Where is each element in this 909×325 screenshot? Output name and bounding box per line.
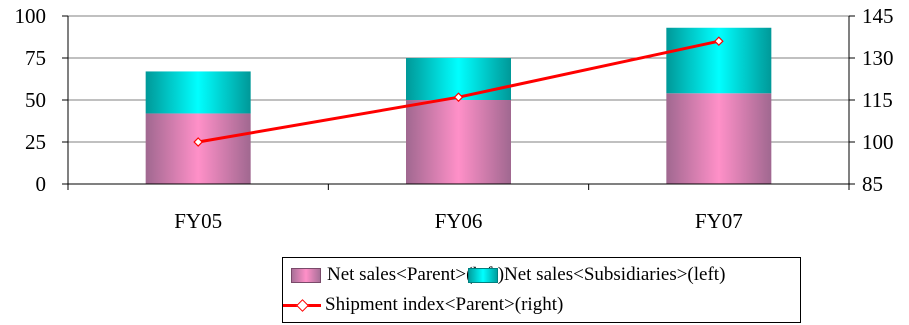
legend-swatch-shipment [283, 298, 321, 313]
right-tick-label: 115 [862, 88, 893, 112]
shipment-index-marker [193, 137, 204, 147]
right-tick-label: 130 [862, 46, 894, 70]
right-tick-label: 145 [862, 4, 894, 28]
right-tick-label: 100 [862, 130, 894, 154]
legend-label-subsidiaries: Net sales<Subsidiaries>(left) [504, 264, 726, 285]
shipment-index-marker [453, 92, 464, 103]
x-category-label: FY05 [174, 209, 222, 233]
x-category-label: FY07 [695, 209, 743, 233]
legend-label-shipment: Shipment index<Parent>(right) [325, 294, 564, 315]
bar-subsidiaries [145, 71, 251, 114]
left-tick-label: 25 [25, 130, 46, 154]
bars-group [145, 27, 772, 184]
left-tick-label: 100 [15, 4, 47, 28]
legend-swatch-parent [291, 267, 321, 283]
axis-labels: 0 25 50 75 100 85 100 115 130 145 FY05 FY06 FY07 [15, 4, 894, 233]
right-tick-label: 85 [862, 172, 883, 196]
legend-item-shipment: Shipment index<Parent>(right) [283, 294, 563, 316]
legend-swatch-subsidiaries [468, 267, 498, 283]
left-tick-label: 50 [25, 88, 46, 112]
left-tick-label: 0 [36, 172, 47, 196]
shipment-index-line-group [193, 36, 724, 147]
left-tick-label: 75 [25, 46, 46, 70]
x-category-label: FY06 [435, 209, 483, 233]
legend: Net sales<Parent>(left) Net sales<Subsid… [282, 257, 801, 323]
axis-ticks [62, 15, 855, 190]
bar-parent [145, 113, 251, 184]
legend-label-parent: Net sales<Parent>(left) [327, 264, 505, 285]
bar-parent [666, 93, 772, 184]
bar-parent [406, 100, 511, 184]
shipment-index-marker [713, 36, 724, 47]
legend-item-subsidiaries: Net sales<Subsidiaries>(left) [468, 264, 725, 286]
legend-item-parent: Net sales<Parent>(left) [291, 264, 504, 286]
